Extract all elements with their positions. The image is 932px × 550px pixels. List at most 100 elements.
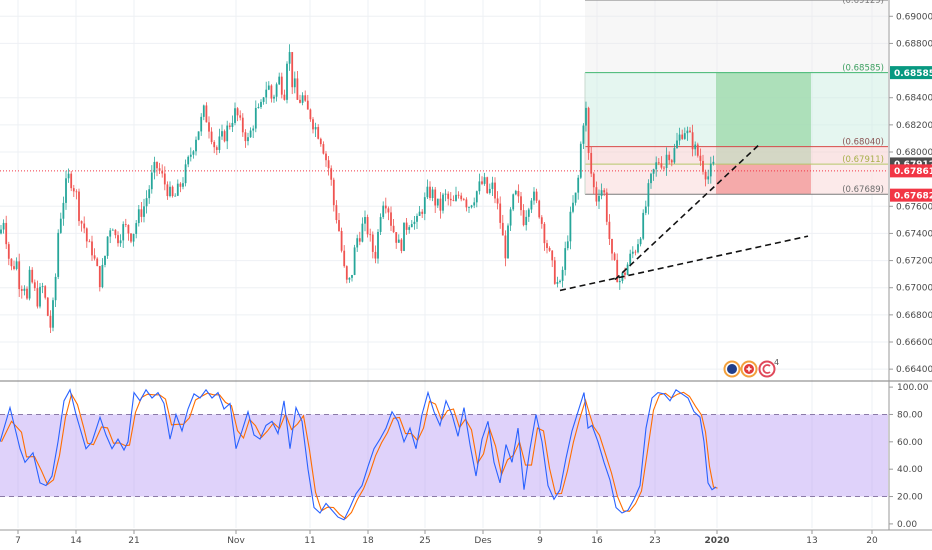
candle-body	[525, 216, 528, 226]
candle-body	[278, 76, 281, 85]
candle-body	[244, 132, 247, 142]
candle-body	[410, 224, 413, 228]
date-axis[interactable]: 7 14 21 Nov 11 18 25 Des 9 16 23 2020 13 20	[15, 530, 878, 546]
position-label-take-profit: (0.68585)	[842, 64, 884, 74]
stochastic-axis[interactable]: 100.00 80.00 60.00 40.00 20.00 0.00	[889, 383, 929, 530]
price-axis[interactable]: 0.69000 0.68800 0.68400 0.68200 0.68000 0.676…	[889, 12, 932, 375]
price-tick-label: 0.67400	[896, 229, 932, 239]
candle-body	[174, 195, 177, 197]
candle-body	[319, 138, 322, 145]
candle-body	[236, 108, 239, 116]
trendlines[interactable]	[559, 143, 809, 292]
candle-body	[546, 243, 548, 248]
candle-body	[509, 209, 512, 226]
candle-body	[379, 217, 382, 232]
candle-body	[676, 140, 678, 149]
candle-body	[426, 186, 429, 198]
price-badge-label: 0.68585	[894, 69, 932, 79]
stochastic-tick-label: 100.00	[897, 383, 929, 393]
candle-body	[452, 200, 455, 201]
stochastic-pane[interactable]	[0, 388, 888, 521]
candle-body	[491, 182, 494, 189]
candle-body	[522, 210, 525, 226]
candle-body	[200, 116, 203, 132]
candle-body	[657, 162, 660, 164]
main-pane[interactable]: (0.68585) (0.68040) (0.67911) (0.67689) (0.6…	[0, 0, 888, 528]
candle-body	[538, 200, 541, 218]
date-tick-label: 7	[15, 536, 21, 546]
candle-body	[161, 170, 164, 174]
candle-body	[340, 231, 343, 251]
candle-body	[197, 131, 200, 140]
candle-body	[663, 167, 665, 169]
candle-body	[624, 272, 626, 275]
candle-body	[338, 220, 340, 232]
position-label-stop-loss: (0.67689)	[842, 185, 884, 195]
candle-body	[413, 221, 416, 225]
candle-body	[592, 173, 595, 188]
position-label-entry: (0.67911)	[842, 155, 884, 165]
candle-body	[652, 169, 655, 174]
candle-body	[228, 125, 231, 127]
date-tick-label: Des	[474, 536, 491, 546]
candle-body	[540, 217, 543, 224]
candle-body	[88, 241, 91, 243]
candle-body	[210, 131, 213, 143]
candle-body	[431, 189, 434, 199]
candle-body	[507, 225, 509, 259]
candle-body	[665, 154, 668, 169]
candle-body	[564, 248, 567, 270]
candle-body	[439, 198, 442, 211]
candle-body	[143, 206, 145, 217]
candle-body	[192, 151, 195, 155]
candle-body	[371, 234, 374, 252]
candle-body	[2, 222, 5, 230]
price-tick-label: 0.67200	[896, 257, 932, 267]
candle-body	[252, 128, 255, 131]
candle-body	[712, 161, 715, 164]
candle-body	[101, 264, 104, 288]
candle-body	[148, 189, 151, 199]
candle-body	[262, 97, 265, 102]
candle-body	[613, 253, 616, 260]
price-badge	[890, 164, 932, 178]
event-group-icon[interactable]	[758, 360, 776, 378]
candle-body	[72, 188, 75, 192]
candle-body	[187, 156, 190, 165]
candle-body	[184, 164, 187, 184]
position-tool[interactable]	[0, 0, 888, 195]
candle-body	[353, 247, 356, 275]
stochastic-tick-label: 0.00	[897, 520, 917, 530]
candle-body	[299, 99, 301, 103]
date-tick-label: 23	[649, 536, 660, 546]
candle-body	[119, 240, 122, 244]
candle-body	[270, 85, 273, 99]
candle-body	[314, 127, 317, 130]
candle-body	[605, 192, 608, 222]
candle-body	[293, 78, 296, 88]
events-badges[interactable]: 4	[723, 358, 780, 378]
candle-body	[655, 162, 658, 170]
position-tool-labels: (0.68585) (0.68040) (0.67911) (0.67689) (0.6…	[842, 0, 884, 195]
candle-body	[91, 241, 93, 256]
candle-body	[577, 177, 580, 193]
stochastic-tick-label: 80.00	[897, 410, 923, 420]
candle-body	[361, 223, 364, 242]
date-tick-label: 2020	[704, 536, 729, 546]
candle-body	[639, 238, 642, 245]
candle-body	[418, 211, 421, 216]
candle-body	[551, 250, 554, 261]
candle-body	[241, 117, 244, 133]
candle-body	[54, 276, 57, 301]
candle-body	[644, 206, 647, 213]
candle-body	[117, 235, 119, 244]
entry-zone-upper	[585, 146, 888, 165]
candle-body	[28, 269, 31, 299]
candle-body	[49, 315, 52, 328]
candle-body	[694, 144, 697, 150]
candle-body	[286, 63, 288, 100]
candle-body	[429, 186, 431, 199]
candle-body	[291, 52, 294, 88]
